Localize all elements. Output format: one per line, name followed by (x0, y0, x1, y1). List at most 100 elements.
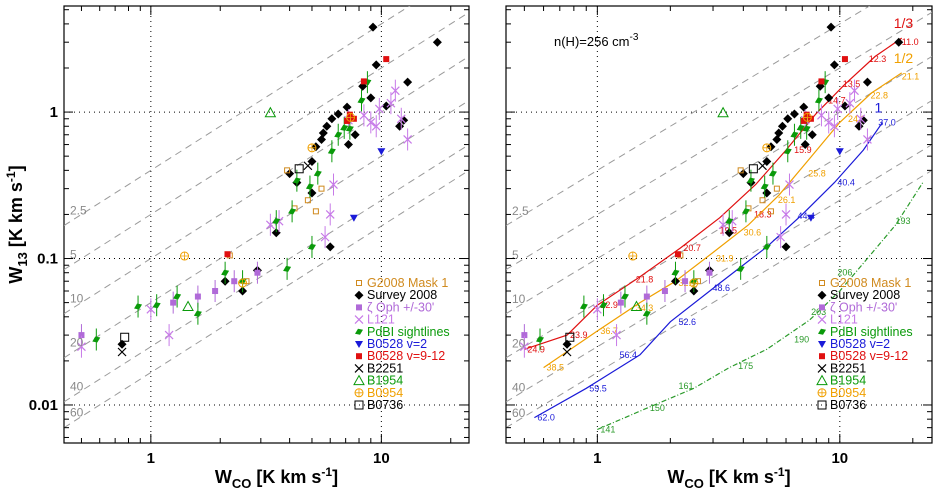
slanted-bar-marker (768, 170, 777, 177)
square-marker (617, 299, 624, 306)
triangle-down-marker (355, 341, 363, 348)
diamond-marker (783, 114, 793, 124)
square-marker (803, 111, 810, 118)
ratio-line (64, 6, 411, 226)
slanted-bar-marker (790, 131, 799, 138)
model-curve-label: 21.8 (636, 274, 654, 284)
model-curve-label: 24.1 (848, 114, 866, 124)
ratio-line (506, 144, 932, 403)
ratio-line (64, 144, 469, 403)
ratio-label: 60 (512, 406, 526, 420)
cross-marker (612, 330, 621, 340)
open-square-marker (284, 167, 291, 174)
square-marker (78, 332, 85, 339)
ratio-line (64, 169, 469, 429)
diamond-marker (807, 130, 817, 140)
diamond-marker (562, 339, 572, 349)
diamond-marker (800, 140, 810, 150)
diamond-marker (738, 169, 748, 179)
diamond-marker (777, 121, 787, 131)
open-square-marker (294, 164, 304, 174)
model-curve (524, 37, 903, 350)
diamond-marker (826, 22, 836, 32)
x-marker (354, 363, 364, 373)
model-curve-label: 18.3 (754, 209, 772, 219)
model-curve-label: 26.1 (778, 195, 796, 205)
model-curve-label: 62.0 (537, 413, 555, 423)
slanted-bar-marker (305, 183, 314, 190)
slanted-bar-marker (642, 310, 651, 317)
density-annotation: n(H)=256 cm-3 (554, 32, 639, 49)
diamond-marker (789, 109, 799, 119)
ratio-label: 40 (512, 380, 526, 394)
y-label-unit: [K km s (6, 182, 26, 252)
model-curve-label: 161 (678, 381, 693, 391)
model-curve-label: 150 (650, 403, 665, 413)
diamond-marker (317, 134, 327, 144)
model-curve-label: 30.6 (744, 228, 762, 238)
slanted-bar-marker (620, 293, 629, 300)
model-curve-label: 141 (600, 425, 615, 435)
cross-marker (325, 210, 335, 219)
x-label-close: ] (332, 467, 338, 487)
model-curve (597, 182, 924, 431)
diamond-marker (318, 128, 328, 138)
circle-plus-cross (307, 143, 316, 152)
square-marker (841, 56, 848, 63)
legend-label: B0736 (830, 398, 866, 412)
model-curve-label: 44.4 (797, 211, 815, 221)
model-curve-label: 13.5 (843, 79, 861, 89)
slanted-bar-marker (736, 265, 745, 272)
open-square-marker (748, 164, 758, 174)
diamond-marker (368, 22, 378, 32)
y-axis-label: W13 [K km s-1] (4, 165, 30, 283)
x-axis-label: WCO [K km s-1] (667, 465, 790, 491)
diamond-marker (354, 290, 364, 300)
model-curve-name: 1/3 (894, 15, 914, 31)
x-marker (562, 347, 572, 357)
diamond-marker (432, 37, 442, 47)
diamond-marker (854, 121, 864, 131)
x-marker (117, 347, 127, 357)
square-marker (674, 251, 681, 258)
square-marker (231, 278, 238, 285)
legend-label: B1954 (830, 374, 866, 388)
circle-plus-cross (762, 143, 771, 152)
legend-label: B0528 v=2 (830, 337, 890, 351)
cross-marker (329, 180, 338, 189)
open-square-marker (120, 332, 130, 342)
square-marker (818, 78, 825, 85)
x-label-main: W (667, 467, 684, 487)
slanted-bar-marker (814, 97, 823, 104)
annotation-sup: -3 (630, 32, 639, 43)
model-curve-label: 15.9 (794, 145, 812, 155)
model-curve (534, 122, 883, 419)
x-label-unit: [K km s (251, 467, 321, 487)
diamond-marker (333, 109, 343, 119)
x-tick-label: 1 (593, 450, 601, 467)
slanted-bar-marker (783, 148, 792, 155)
legend-label: B0954 (367, 386, 403, 400)
slanted-bar-marker (288, 208, 297, 215)
slanted-bar-marker (818, 328, 826, 335)
diamond-marker (343, 140, 353, 150)
diamond-marker (271, 228, 281, 238)
model-curve-label: 31.9 (716, 254, 734, 264)
open-square-marker (565, 332, 575, 342)
ratio-label: 60 (70, 405, 84, 419)
open-square-marker (817, 400, 827, 410)
x-label-unit: [K km s (704, 467, 774, 487)
open-triangle-marker (264, 106, 277, 118)
diamond-marker (724, 228, 734, 238)
diamond-marker (403, 77, 413, 87)
diamond-marker (762, 188, 772, 198)
slanted-bar-marker (357, 97, 366, 104)
model-curve-label: 206 (837, 268, 852, 278)
model-curve-label: 59.5 (589, 383, 607, 393)
slanted-bar-marker (313, 170, 322, 177)
square-marker (360, 78, 367, 85)
slanted-bar-marker (334, 131, 343, 138)
model-curve-label: 36.7 (600, 326, 618, 336)
open-triangle-marker (816, 374, 828, 386)
legend-label: ζ Oph +/-30' (367, 300, 434, 314)
